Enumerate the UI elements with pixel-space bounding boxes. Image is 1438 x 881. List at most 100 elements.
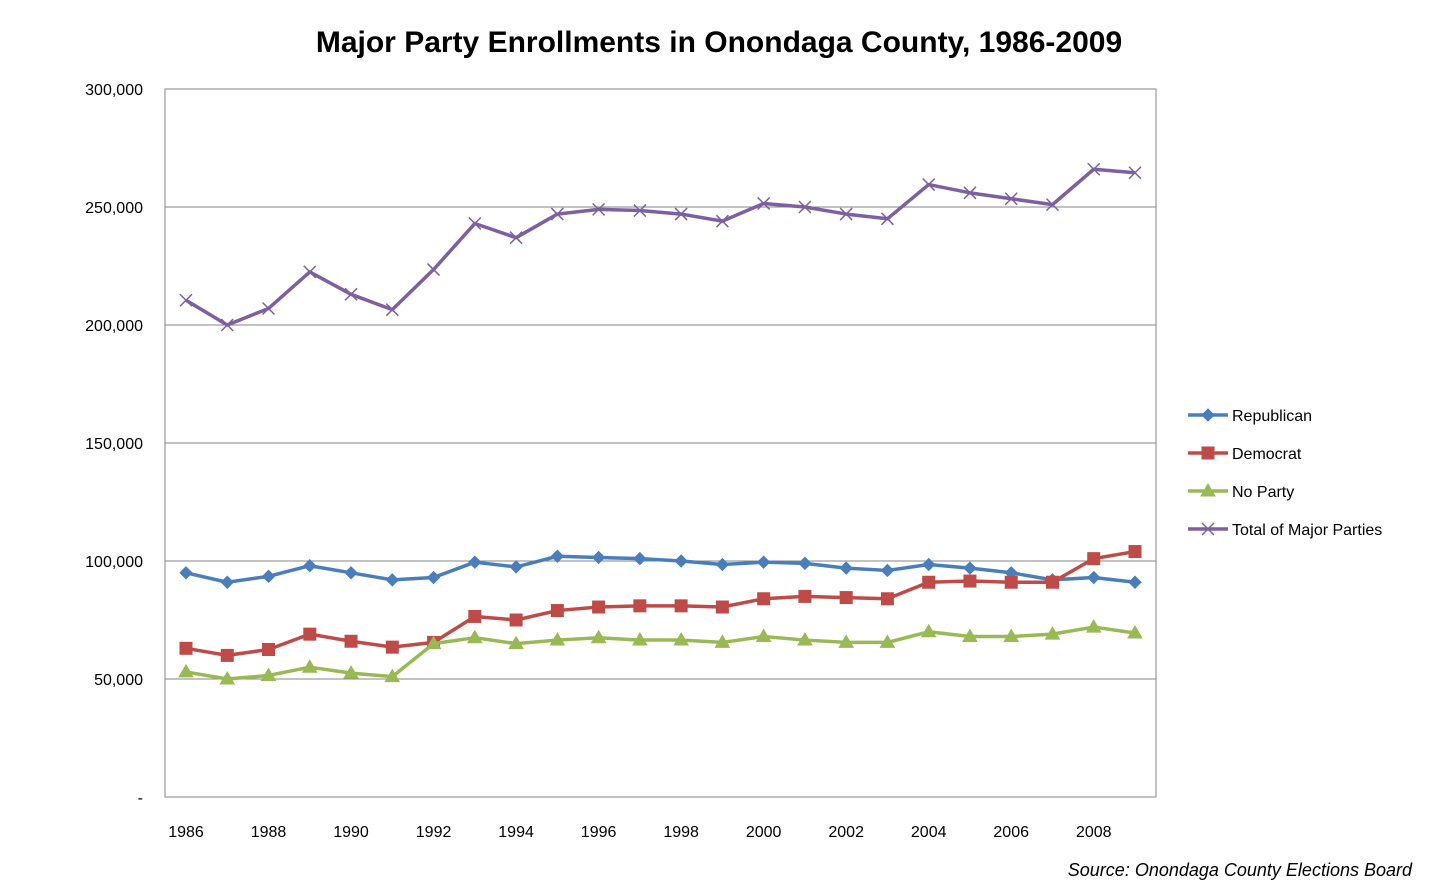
y-tick-label: 300,000 [85, 82, 143, 99]
y-tick-label: 200,000 [85, 318, 143, 335]
series-line-total-of-major-parties [185, 167, 1136, 327]
x-marker-stroke [715, 214, 729, 228]
x-tick-label: 1992 [416, 824, 452, 841]
y-tick-label: 250,000 [85, 200, 143, 217]
x-marker-stroke [385, 303, 399, 317]
x-marker-stroke [427, 263, 441, 277]
data-point-no-party [797, 632, 813, 646]
data-point-total-of-major-parties [468, 216, 482, 231]
y-tick-label: 50,000 [94, 672, 143, 689]
y-tick-label: 150,000 [85, 436, 143, 453]
data-point-republican [220, 575, 234, 589]
x-marker-stroke [757, 196, 771, 210]
data-point-republican [963, 561, 977, 575]
data-point-democrat [344, 634, 358, 648]
data-point-republican [715, 557, 730, 572]
series-democrat [179, 545, 1142, 662]
data-point-democrat [592, 600, 606, 614]
x-tick-label: 1988 [251, 824, 287, 841]
data-point-total-of-major-parties [963, 186, 977, 200]
y-tick-label: - [138, 790, 143, 807]
data-point-no-party [508, 635, 524, 650]
data-point-no-party [714, 634, 731, 648]
data-point-democrat [303, 627, 317, 641]
data-point-democrat [468, 609, 482, 623]
data-point-democrat [922, 575, 936, 589]
x-tick-label: 1986 [168, 824, 204, 841]
data-point-no-party [1085, 619, 1102, 633]
data-point-democrat [963, 574, 977, 588]
data-point-total-of-major-parties [880, 212, 894, 226]
data-point-republican [303, 559, 317, 573]
data-point-republican [261, 569, 276, 584]
data-point-no-party [755, 628, 772, 643]
x-marker-stroke [261, 301, 276, 316]
legend-label: Republican [1232, 408, 1312, 425]
x-marker-stroke [468, 216, 482, 231]
series-total-of-major-parties [179, 162, 1142, 332]
x-tick-label: 2008 [1076, 824, 1112, 841]
x-marker-stroke [1004, 192, 1018, 206]
data-point-no-party [260, 667, 277, 681]
series-no-party [178, 619, 1143, 685]
legend-item-total-of-major-parties: Total of Major Parties [1188, 522, 1382, 539]
data-point-no-party [590, 629, 607, 644]
data-point-total-of-major-parties [385, 303, 399, 317]
data-point-democrat [1087, 552, 1101, 566]
plot-border [164, 88, 1157, 798]
x-marker-stroke [839, 207, 853, 221]
data-point-no-party [425, 635, 442, 650]
data-point-republican [756, 555, 771, 569]
legend-label: No Party [1232, 484, 1294, 501]
data-point-no-party [920, 623, 937, 638]
x-marker-stroke [633, 204, 647, 218]
legend-item-no-party: No Party [1188, 483, 1294, 501]
data-point-republican [344, 566, 358, 580]
data-point-total-of-major-parties [1004, 192, 1018, 206]
x-tick-label: 2006 [993, 824, 1029, 841]
data-point-democrat [262, 643, 276, 656]
legend-marker [1201, 446, 1215, 460]
data-point-total-of-major-parties [344, 287, 358, 301]
data-point-no-party [962, 628, 978, 643]
data-point-democrat [1128, 545, 1142, 559]
x-marker-stroke [220, 318, 234, 332]
legend-label: Democrat [1232, 446, 1302, 463]
series-layer [178, 162, 1143, 685]
legend-item-democrat: Democrat [1188, 446, 1302, 463]
axes: - 50,000 100,000 150,000 200,000 250,000 300,0… [85, 82, 1157, 841]
legend-marker [1201, 408, 1215, 422]
data-point-total-of-major-parties [757, 196, 771, 210]
series-line-republican [185, 554, 1136, 584]
data-point-democrat [674, 599, 688, 613]
data-point-total-of-major-parties [261, 301, 276, 316]
data-point-republican [633, 551, 647, 566]
data-point-total-of-major-parties [1128, 166, 1142, 180]
x-tick-label: 1990 [333, 824, 369, 841]
data-point-democrat [550, 604, 564, 618]
data-point-democrat [839, 591, 853, 605]
x-tick-label: 2004 [911, 824, 947, 841]
x-marker-stroke [592, 202, 606, 216]
x-marker-stroke [798, 200, 812, 214]
chart-title: Major Party Enrollments in Onondaga Coun… [316, 26, 1122, 59]
data-point-no-party [1044, 626, 1061, 640]
data-point-total-of-major-parties [674, 207, 688, 221]
legend-marker [1200, 483, 1216, 497]
x-marker-stroke [550, 207, 564, 221]
data-point-no-party [384, 668, 401, 683]
data-point-total-of-major-parties [715, 214, 729, 228]
y-tick-label: 100,000 [85, 554, 143, 571]
legend-label: Total of Major Parties [1232, 522, 1382, 539]
data-point-no-party [178, 663, 194, 678]
legend: Republican Democrat No Party Total of Major… [1188, 408, 1382, 539]
data-point-republican [468, 555, 482, 569]
data-point-republican [179, 566, 193, 580]
data-point-total-of-major-parties [179, 293, 193, 307]
data-point-total-of-major-parties [303, 265, 317, 279]
data-point-democrat [757, 592, 771, 606]
data-point-republican [426, 570, 441, 585]
x-marker-stroke [344, 287, 358, 301]
x-marker-stroke [1087, 162, 1101, 176]
